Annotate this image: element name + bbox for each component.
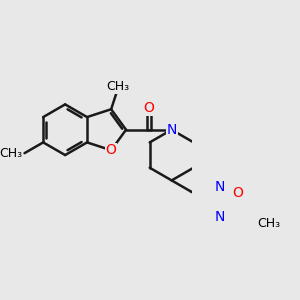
Text: O: O [143, 101, 154, 115]
Text: N: N [215, 180, 225, 194]
Text: N: N [215, 210, 225, 224]
Text: N: N [167, 123, 177, 137]
Text: O: O [106, 143, 117, 157]
Text: CH₃: CH₃ [0, 147, 22, 160]
Text: O: O [232, 185, 243, 200]
Text: CH₃: CH₃ [257, 218, 280, 230]
Text: CH₃: CH₃ [106, 80, 129, 93]
